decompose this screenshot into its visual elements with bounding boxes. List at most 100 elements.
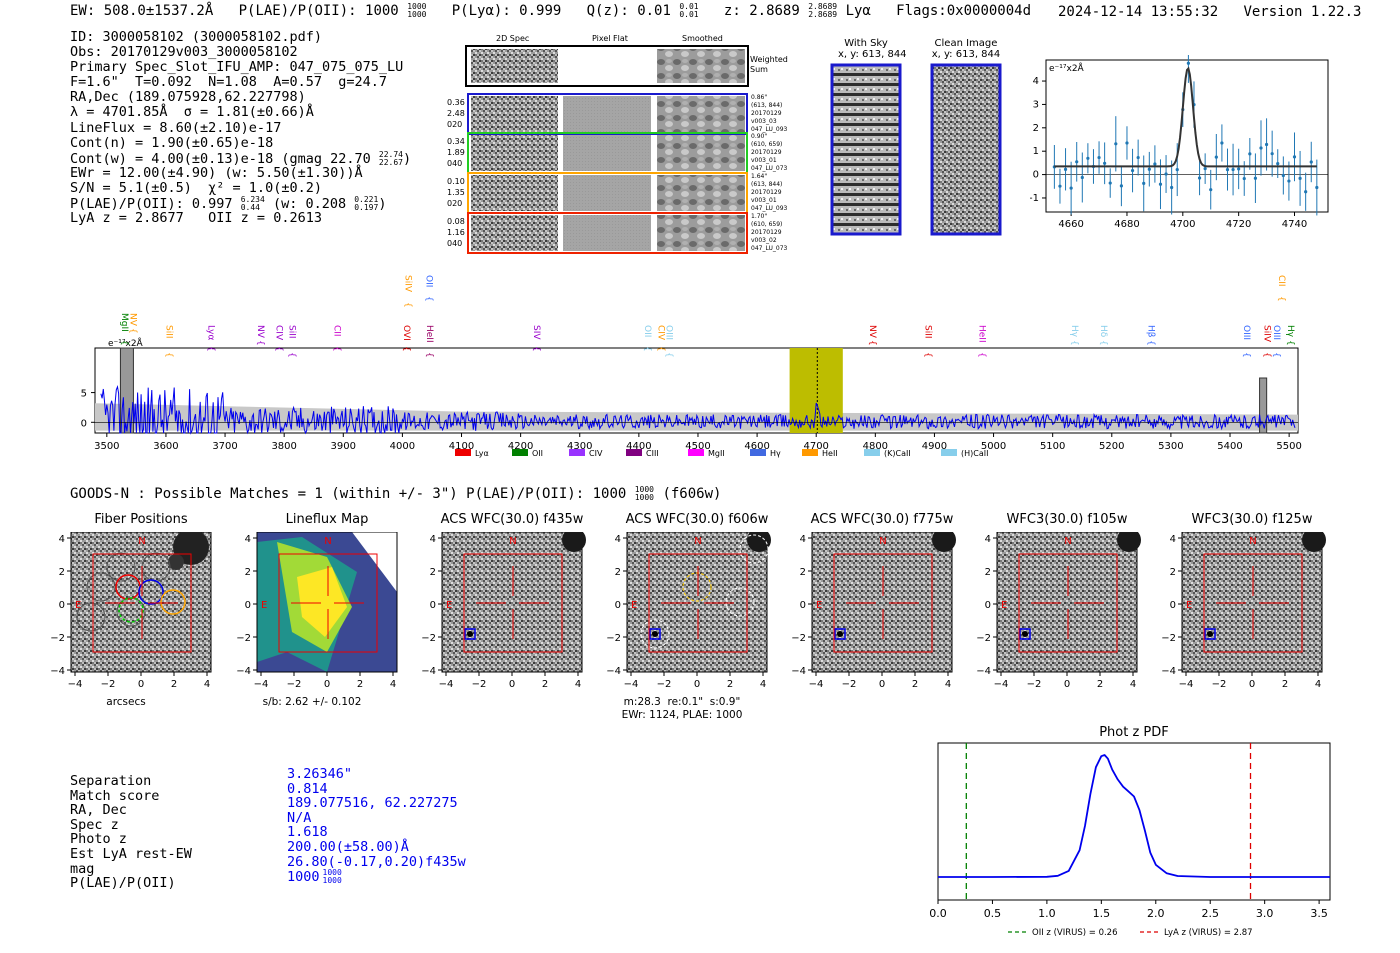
emission-line-bracket: { — [164, 352, 174, 358]
emission-line-label: OII — [424, 275, 434, 287]
x-tick-label: −4 — [68, 679, 83, 690]
emission-line-label: OII — [642, 325, 652, 337]
fiber-circle — [76, 602, 106, 632]
qz-frac: 0.01 0.01 — [679, 2, 699, 19]
plae-frac: 1000 1000 — [407, 2, 427, 19]
x-tick-label: −4 — [1179, 679, 1194, 690]
panel-title-3: ACS WFC(30.0) f435w — [440, 512, 584, 527]
emission-line-label: OIII — [1271, 325, 1281, 340]
col-smooth-label: Smoothed — [682, 34, 723, 43]
match-value-2: 0.814 — [287, 781, 466, 797]
spectrum-line — [100, 384, 1296, 435]
data-point — [1147, 167, 1151, 171]
x-tick-label: 2 — [542, 679, 548, 690]
y-tick-label: -1 — [1030, 193, 1039, 204]
info-primary: Primary Spec_Slot_IFU_AMP: 047_075_075_L… — [70, 59, 404, 76]
match-label-1: Separation — [70, 773, 152, 789]
data-point — [1197, 176, 1202, 180]
y-tick-label: 2 — [245, 567, 251, 578]
info-obs: Obs: 20170129v003_3000058102 — [70, 44, 298, 61]
y-axis-label: e⁻¹⁷x2Å — [108, 337, 144, 349]
emission-line-label: CIV — [655, 325, 665, 341]
emission-line-label: SiIV — [402, 275, 412, 293]
x-tick-label: 0 — [1249, 679, 1255, 690]
panel-7: N E −4 −2 0 2 4 4 2 0 −2 −4 — [1161, 532, 1326, 690]
bright-source — [747, 532, 771, 552]
compass-north: N — [694, 536, 701, 547]
data-point — [1164, 172, 1168, 176]
legend-swatch — [688, 449, 704, 456]
data-point — [1125, 141, 1129, 145]
emission-line-label: HeII — [424, 325, 434, 343]
emission-line-label: HeII — [976, 325, 986, 343]
y-tick-label: 0 — [430, 600, 436, 611]
x-tick-label: 5000 — [981, 441, 1006, 452]
data-point — [1298, 176, 1302, 181]
data-point — [1130, 168, 1135, 173]
data-point — [1103, 161, 1107, 165]
data-point — [1063, 167, 1068, 171]
legend-label: HeII — [822, 449, 838, 458]
x-tick-label: 3700 — [212, 441, 237, 452]
compass-north: N — [138, 536, 145, 547]
compass-east: E — [1001, 600, 1007, 611]
legend-swatch — [569, 449, 585, 456]
x-tick-label: 0 — [1064, 679, 1070, 690]
data-point — [1114, 142, 1118, 146]
x-tick-label: 2 — [1282, 679, 1288, 690]
x-tick-label: −2 — [287, 679, 302, 690]
x-tick-label: 4720 — [1226, 219, 1251, 230]
emission-line-bracket: { — [642, 346, 652, 352]
fiber-circle-green — [118, 597, 144, 623]
with-sky-image — [830, 63, 902, 236]
data-point — [1108, 181, 1112, 185]
match-value-4: N/A — [287, 810, 466, 826]
emission-line-bracket: { — [119, 340, 129, 346]
x-tick-label: 0.5 — [984, 907, 1002, 920]
search-box — [1018, 553, 1118, 653]
data-point — [1309, 160, 1313, 164]
match-value-text: 200.00(±58.00)Å — [287, 838, 409, 855]
match-label-3: RA, Dec — [70, 802, 127, 819]
x-tick-label: −4 — [624, 679, 639, 690]
data-point — [1209, 188, 1213, 192]
cutout-stats-3: 0.10 1.35 020 — [447, 177, 465, 208]
data-point — [1175, 168, 1179, 172]
compass-east: E — [631, 600, 637, 611]
fiber-circle — [106, 552, 136, 582]
emission-line-bracket: { — [1285, 340, 1295, 346]
match-value-1: 3.26346" — [287, 767, 466, 782]
x-tick-label: 2 — [357, 679, 363, 690]
x-tick-label: 2 — [1097, 679, 1103, 690]
candidate-source — [467, 631, 473, 637]
flux-peak — [297, 567, 347, 637]
panel-xlabel-2: s/b: 2.62 +/- 0.102 — [262, 696, 362, 708]
emission-line-label: NV — [867, 325, 877, 339]
info-contn: Cont(n) = 1.90(±0.65)e-18 — [70, 134, 274, 151]
info-plae: P(LAE)/P(OII): 0.997 6.234 0.44 (w: 0.208… — [70, 195, 387, 213]
masked-region-right — [1259, 377, 1268, 434]
y-tick-label: 2 — [985, 567, 991, 578]
bright-source — [168, 554, 184, 570]
match-label-7: mag — [70, 860, 95, 877]
panel-title-1: Fiber Positions — [94, 512, 188, 527]
info-lambda: λ = 4701.85Å σ = 1.81(±0.66)Å — [70, 104, 314, 121]
emission-line-bracket: { — [1271, 352, 1281, 358]
plae-value: P(LAE)/P(OII): 1000 — [238, 3, 399, 19]
y-tick-label: −4 — [976, 666, 991, 677]
flux-blank — [352, 532, 397, 592]
panel-xlabel-1: arcsecs — [106, 696, 146, 708]
y-tick-label: −2 — [791, 633, 806, 644]
line-highlight — [789, 348, 843, 433]
cutout-row-3 — [467, 172, 748, 214]
emission-line-bracket: { — [402, 302, 412, 308]
data-point — [1080, 175, 1084, 180]
y-tick-label: −2 — [236, 633, 251, 644]
data-point — [1214, 155, 1218, 159]
x-tick-label: −4 — [809, 679, 824, 690]
emission-line-label: OIII — [1241, 325, 1251, 340]
flags-value: Flags:0x0000004d — [896, 3, 1032, 19]
cutout-meta-1: 0.86" (613, 844) 20170129 v003_03 047_LU… — [751, 94, 788, 133]
x-tick-label: 5400 — [1217, 441, 1242, 452]
datetime: 2024-12-14 13:55:32 — [1058, 4, 1219, 20]
